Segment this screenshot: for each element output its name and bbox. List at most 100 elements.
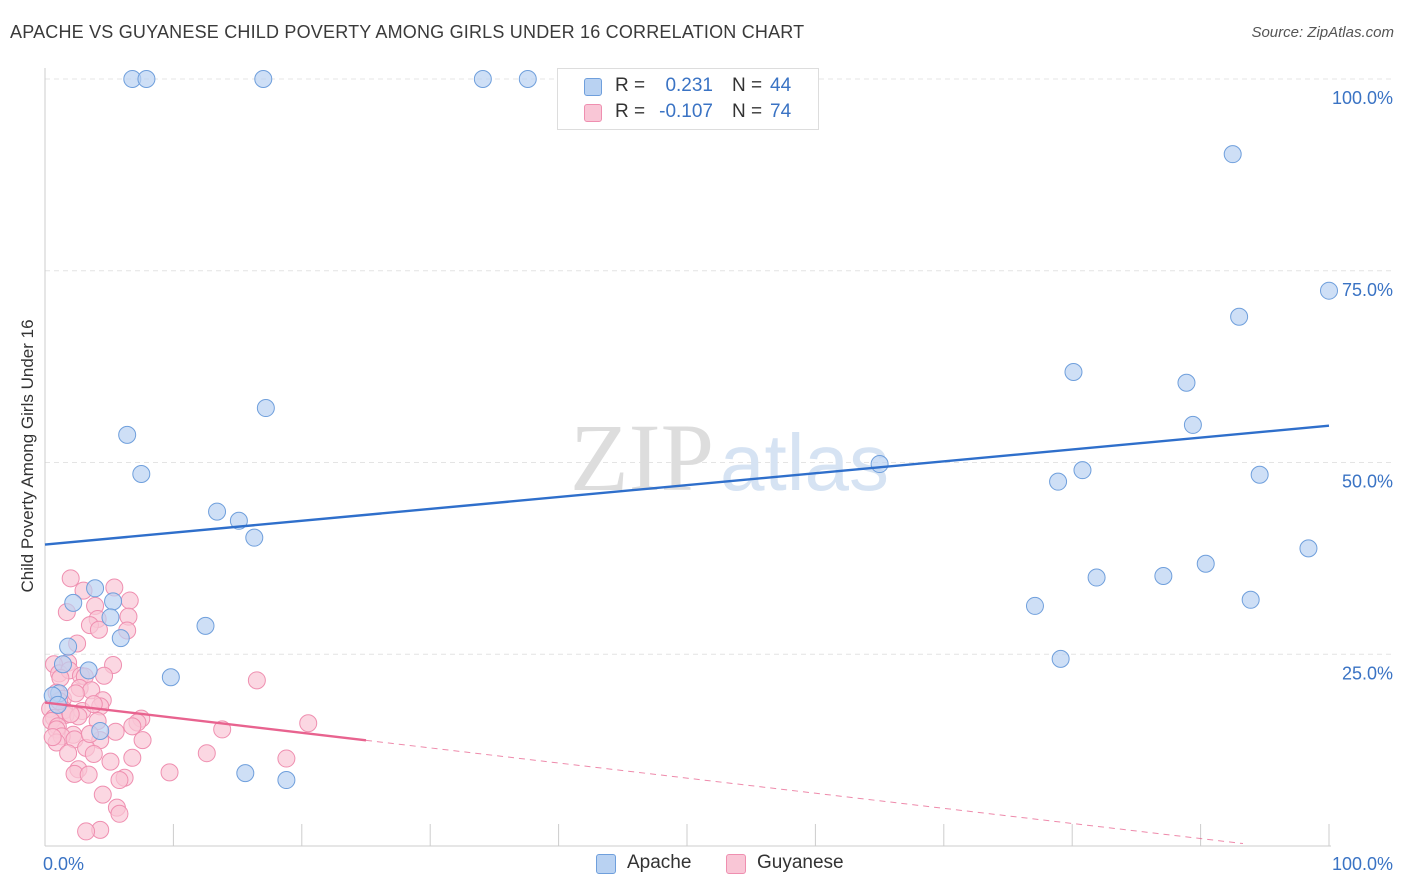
apache-point [208, 502, 227, 521]
stats-row-apache: R = 0.231 N = 44 [558, 75, 818, 101]
apache-point [518, 70, 537, 88]
y-tick-label: 100.0% [1332, 88, 1393, 108]
apache-point [1073, 461, 1092, 480]
guyanese-legend-swatch [726, 854, 746, 874]
guyanese-point [59, 744, 78, 763]
apache-point [1196, 554, 1215, 573]
watermark: ZIP atlas [570, 404, 889, 511]
watermark-atlas: atlas [720, 418, 889, 507]
apache-point [1183, 415, 1202, 434]
guyanese-point [277, 749, 296, 768]
apache-point [1299, 539, 1318, 558]
guyanese-point [123, 748, 142, 767]
apache-trend-line [44, 424, 1330, 546]
guyanese-point [247, 671, 266, 690]
guyanese-trend-line [44, 701, 367, 742]
guyanese-point [79, 765, 98, 784]
r-value: 0.231 [665, 75, 713, 96]
guyanese-point [213, 720, 232, 739]
apache-point [1223, 145, 1242, 164]
r-value: -0.107 [659, 101, 713, 122]
apache-point [132, 465, 151, 484]
trend-lines [44, 424, 1330, 845]
n-label: N = [732, 101, 763, 122]
apache-point [236, 764, 255, 783]
series-legend: Apache Guyanese [0, 852, 1406, 878]
apache-point [101, 608, 120, 627]
n-value: 44 [770, 75, 792, 96]
guyanese-point [101, 752, 120, 771]
apache-legend-swatch [596, 854, 616, 874]
tick-labels: 25.0% 50.0% 75.0% 100.0% 0.0% 100.0% [43, 88, 1393, 874]
apache-point [473, 70, 492, 88]
guyanese-point [133, 731, 152, 750]
guyanese-point [84, 744, 103, 763]
guyanese-point [95, 666, 114, 685]
guyanese-point [43, 728, 62, 747]
guyanese-point [89, 620, 108, 639]
apache-swatch [584, 78, 602, 96]
guyanese-point [77, 822, 96, 841]
apache-point [1049, 472, 1068, 491]
stats-row-guyanese: R = -0.107 N = 74 [558, 101, 818, 127]
guyanese-swatch [584, 104, 602, 122]
stats-legend: R = 0.231 N = 44 R = -0.107 N = 74 [557, 68, 819, 130]
guyanese-point [299, 714, 318, 733]
apache-point [245, 528, 264, 547]
guyanese-point [123, 717, 142, 736]
x-tick-label: 0.0% [43, 854, 84, 874]
n-value: 74 [770, 101, 792, 122]
apache-point [118, 425, 137, 444]
guyanese-point [160, 763, 179, 782]
apache-point [1241, 590, 1260, 609]
guyanese-trend-extension [365, 739, 1244, 845]
guyanese-point [106, 722, 125, 741]
chart-title: APACHE VS GUYANESE CHILD POVERTY AMONG G… [10, 22, 805, 42]
apache-point [137, 70, 156, 88]
apache-point [79, 661, 98, 680]
apache-point [86, 579, 105, 598]
guyanese-point [110, 804, 129, 823]
apache-point [254, 70, 273, 88]
apache-point [1177, 373, 1196, 392]
guyanese-point [93, 785, 112, 804]
guyanese-point [61, 569, 80, 588]
guyanese-point [110, 771, 129, 790]
chart-source: Source: ZipAtlas.com [1251, 24, 1394, 41]
y-tick-label: 25.0% [1342, 663, 1393, 683]
apache-point [1230, 307, 1249, 326]
x-tick-label: 100.0% [1332, 854, 1393, 874]
guyanese-point [197, 744, 216, 763]
apache-point [196, 616, 215, 635]
grid-lines [45, 78, 1392, 655]
apache-point [1320, 281, 1338, 300]
apache-point [161, 668, 180, 687]
y-tick-label: 50.0% [1342, 472, 1393, 492]
r-label: R = [615, 75, 646, 96]
apache-point [59, 637, 78, 656]
apache-point [277, 771, 296, 790]
legend-label-guyanese: Guyanese [757, 852, 844, 873]
y-tick-label: 75.0% [1342, 280, 1393, 300]
apache-point [1025, 596, 1044, 615]
apache-point [1087, 568, 1106, 587]
guyanese-point [120, 591, 139, 610]
r-label: R = [615, 101, 646, 122]
apache-point [91, 721, 110, 740]
apache-point [64, 593, 83, 612]
apache-point [1051, 649, 1070, 668]
apache-point [1064, 362, 1083, 381]
legend-label-apache: Apache [627, 852, 692, 873]
apache-point [870, 455, 889, 474]
apache-point [1250, 465, 1269, 484]
n-label: N = [732, 75, 763, 96]
guyanese-point [66, 684, 85, 703]
apache-point [53, 655, 72, 674]
apache-point [256, 399, 275, 418]
apache-point [111, 629, 130, 648]
apache-point [104, 592, 123, 611]
apache-point [1154, 567, 1173, 586]
axes [44, 68, 1331, 847]
data-points [41, 70, 1338, 841]
